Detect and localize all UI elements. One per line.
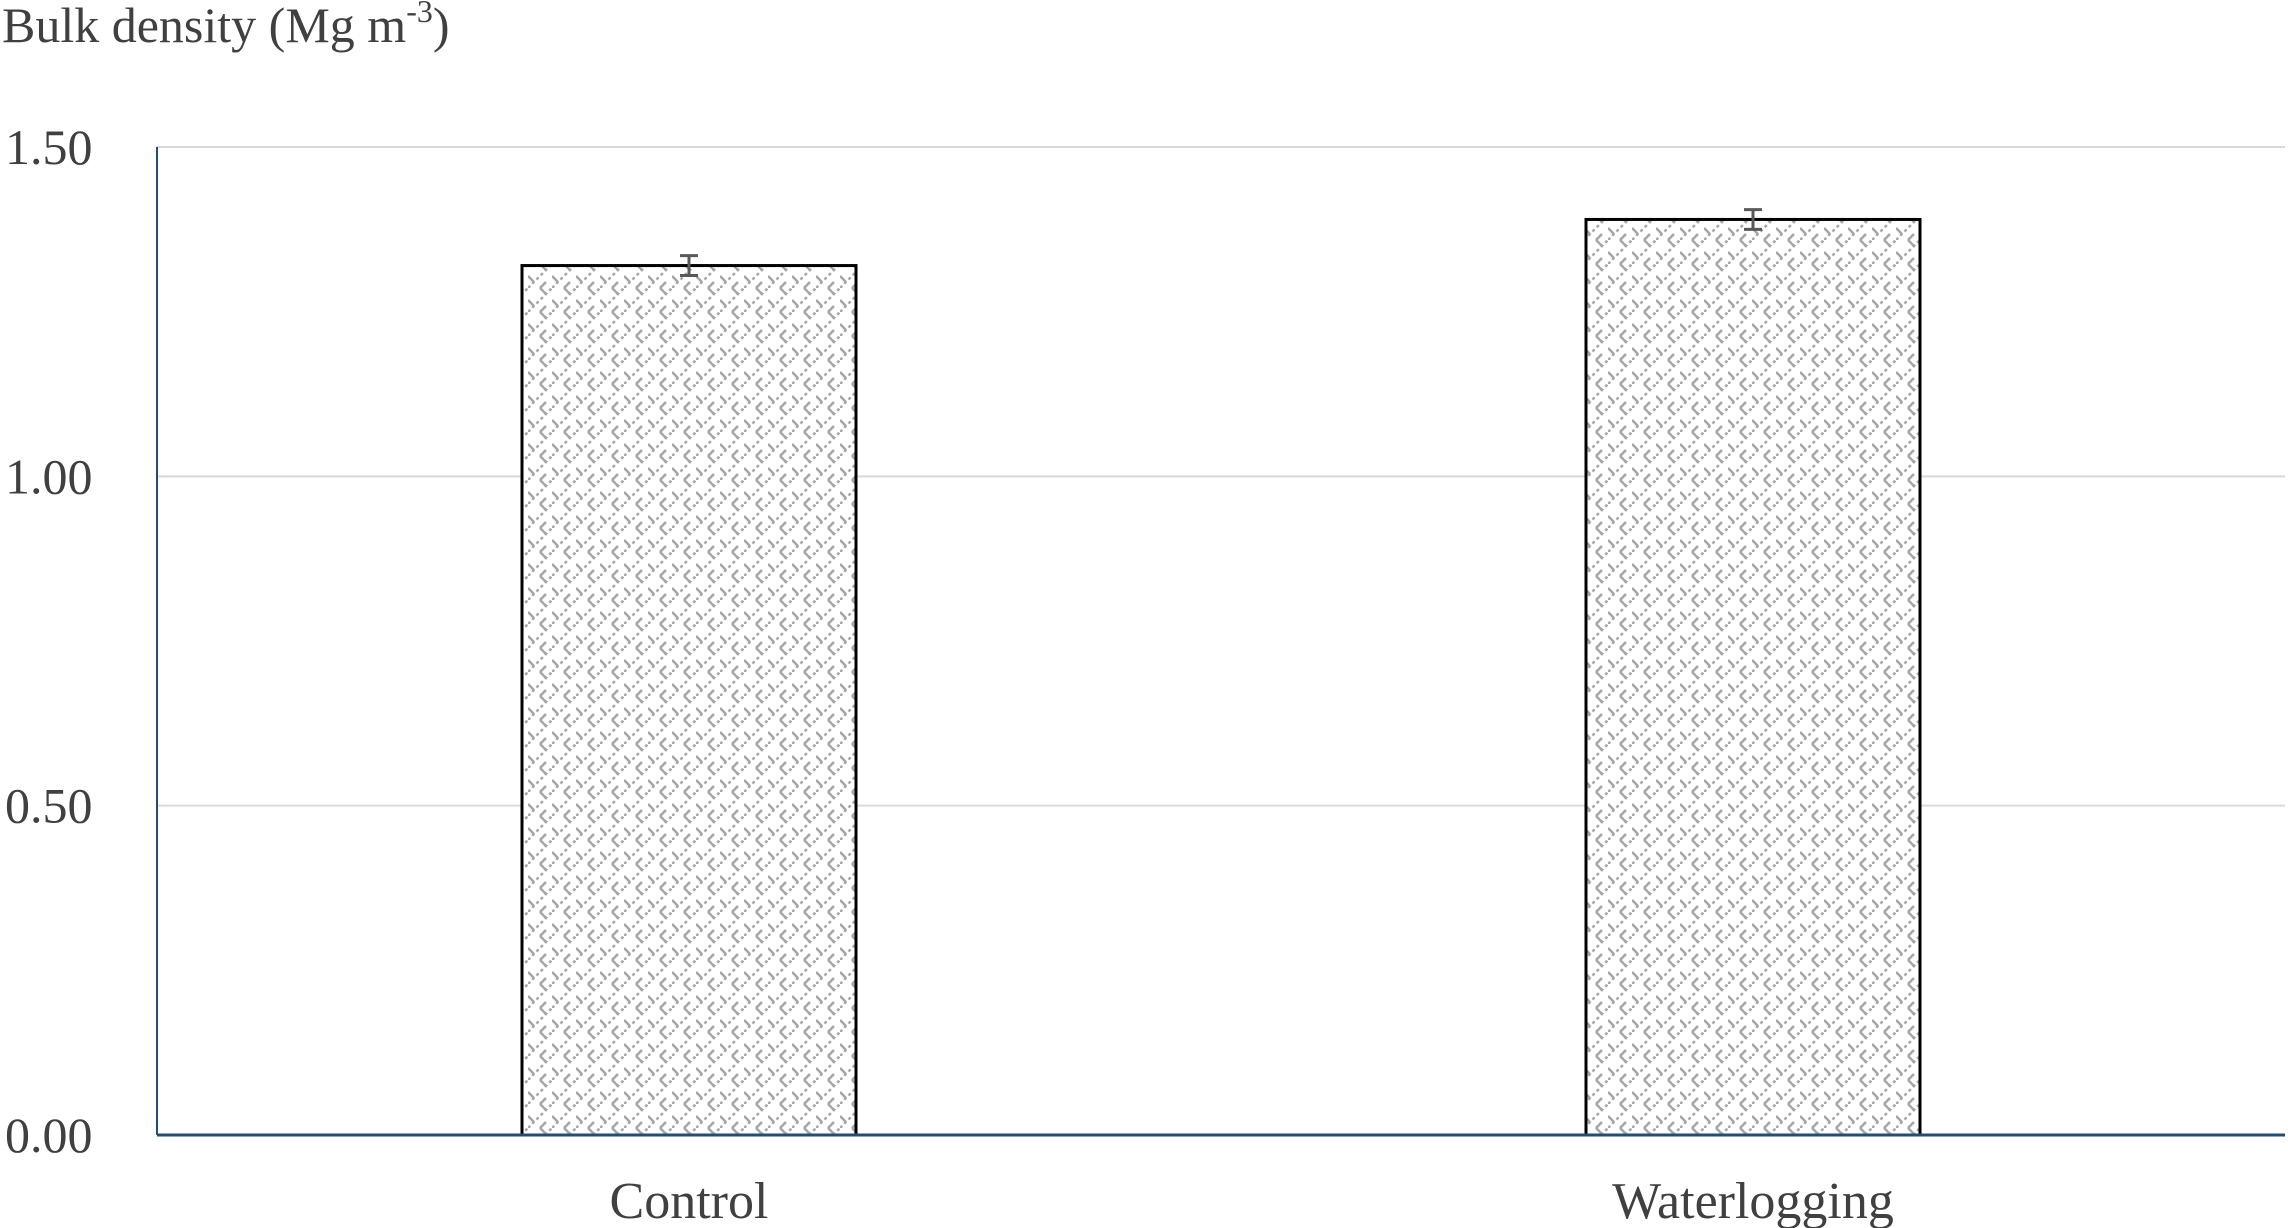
y-tick-label: 1.50 [5, 119, 93, 175]
bar-control [520, 264, 858, 1137]
y-tick-label: 1.00 [5, 448, 93, 504]
x-category-label: Control [610, 1173, 769, 1228]
y-tick-label: 0.00 [5, 1107, 93, 1163]
error-bar [1744, 208, 1762, 231]
error-bar [680, 254, 698, 277]
y-tick-label: 0.50 [5, 778, 93, 834]
y-axis-title: Bulk density (Mg m-3) [2, 0, 450, 53]
bar-waterlogging [1584, 217, 1922, 1137]
x-category-label: Waterlogging [1612, 1173, 1894, 1228]
